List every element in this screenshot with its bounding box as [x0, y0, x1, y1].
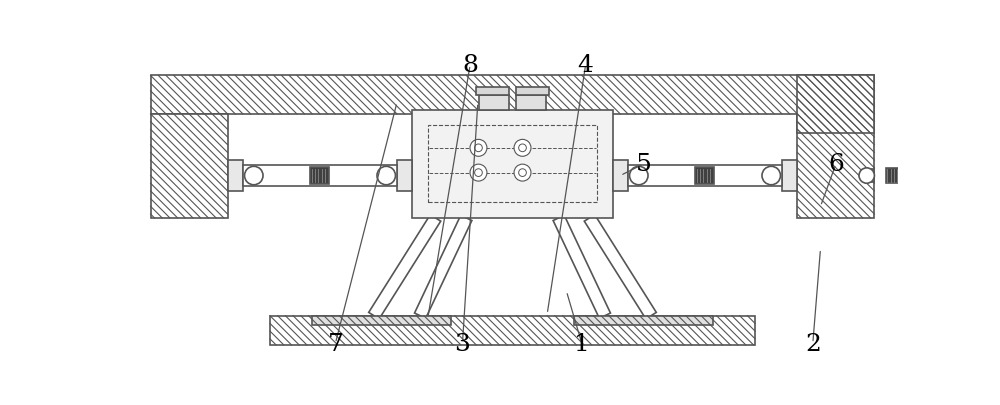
Bar: [613, 161, 628, 192]
Bar: [151, 115, 228, 218]
Circle shape: [762, 167, 780, 185]
Bar: [797, 115, 874, 218]
Bar: [628, 165, 782, 187]
Bar: [310, 168, 329, 185]
Circle shape: [470, 165, 487, 181]
Bar: [312, 316, 451, 325]
Text: 8: 8: [462, 54, 478, 77]
Text: 5: 5: [635, 153, 651, 176]
Circle shape: [470, 140, 487, 157]
Text: 4: 4: [578, 54, 594, 77]
Bar: [886, 168, 901, 184]
Circle shape: [245, 167, 263, 185]
Bar: [476, 88, 509, 96]
Bar: [428, 126, 597, 203]
Circle shape: [377, 167, 395, 185]
Bar: [270, 316, 755, 345]
Bar: [782, 161, 797, 192]
Polygon shape: [584, 215, 656, 319]
Text: 7: 7: [327, 332, 343, 355]
Text: 1: 1: [574, 332, 590, 355]
Bar: [412, 111, 613, 218]
Circle shape: [514, 140, 531, 157]
Bar: [797, 76, 874, 134]
Bar: [516, 88, 549, 96]
Circle shape: [630, 167, 648, 185]
Text: 3: 3: [455, 332, 470, 355]
Polygon shape: [369, 215, 441, 319]
Bar: [243, 165, 397, 187]
Text: 6: 6: [828, 153, 844, 176]
Bar: [228, 161, 243, 192]
Bar: [695, 168, 714, 185]
Circle shape: [519, 169, 526, 177]
Bar: [151, 76, 874, 115]
Bar: [479, 96, 509, 111]
Bar: [397, 161, 412, 192]
Text: 2: 2: [805, 332, 821, 355]
Circle shape: [859, 168, 874, 184]
Polygon shape: [553, 216, 610, 318]
Bar: [516, 96, 546, 111]
Polygon shape: [415, 216, 472, 318]
Circle shape: [475, 145, 482, 152]
Bar: [867, 169, 874, 183]
Circle shape: [519, 145, 526, 152]
Circle shape: [475, 169, 482, 177]
Circle shape: [514, 165, 531, 181]
Bar: [574, 316, 713, 325]
